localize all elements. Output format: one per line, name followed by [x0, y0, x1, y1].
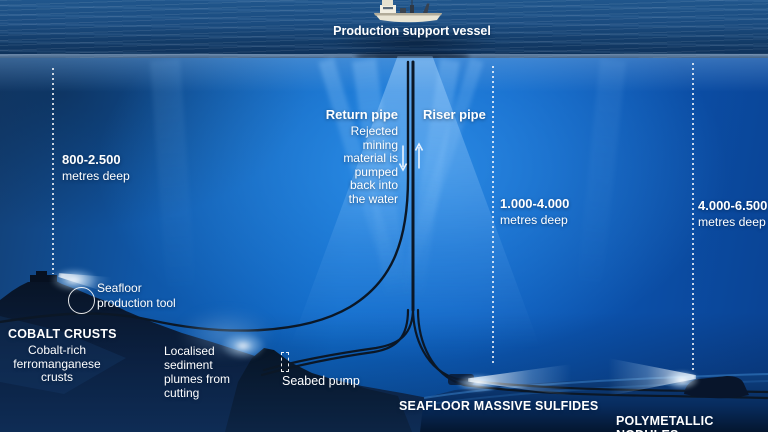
production-support-vessel-illustration: [374, 0, 442, 23]
depth-marker-sulfides: 1.000-4.000 metres deep: [500, 196, 570, 228]
seafloor-massive-sulfides-title: SEAFLOOR MASSIVE SULFIDES: [399, 399, 599, 413]
seafloor-production-tool-silhouette: [30, 271, 57, 282]
depth-range: 800-2.500: [62, 152, 121, 167]
depth-range: 1.000-4.000: [500, 196, 570, 211]
cobalt-crusts-title: COBALT CRUSTS: [8, 327, 117, 341]
depth-range: 4.000-6.500: [698, 198, 768, 213]
vessel-label: Production support vessel: [333, 24, 491, 38]
depth-unit: metres deep: [500, 213, 568, 227]
seabed-pump-marker: [281, 352, 289, 372]
polymetallic-nodules-title: POLYMETALLIC NODULES: [616, 414, 714, 432]
depth-unit: metres deep: [62, 169, 130, 183]
cutting-site-light: [220, 332, 266, 360]
return-pipe: [0, 60, 410, 332]
up-arrow-icon: [414, 142, 424, 169]
nodule-collector-vehicle: [684, 376, 749, 399]
seafloor-pipe-left: [260, 308, 410, 377]
rock-lit-face: [0, 316, 126, 394]
seafloor-pipe-left: [262, 306, 415, 372]
seafloor-tool-label: Seafloor production tool: [97, 281, 176, 310]
down-arrow-icon: [398, 145, 408, 172]
sulfide-site-light: [456, 374, 500, 392]
depth-marker-line-sulfides: [492, 66, 494, 366]
depth-unit: metres deep: [698, 215, 766, 229]
nodule-vehicle-light: [664, 370, 700, 390]
seabed-pump-label: Seabed pump: [282, 374, 360, 388]
cobalt-crusts-subtitle: Cobalt-rich ferromanganese crusts: [13, 343, 101, 384]
depth-marker-nodules: 4.000-6.500 metres deep: [698, 198, 768, 230]
depth-marker-line-cobalt: [52, 68, 54, 274]
seafloor-tool-circle-marker: [68, 287, 95, 314]
riser-pipe-label: Riser pipe: [423, 107, 486, 122]
return-pipe-label: Return pipe: [325, 107, 398, 122]
seafloor-pipe-right: [416, 308, 768, 400]
depth-marker-line-nodules: [692, 63, 694, 373]
return-pipe-note: Rejected mining material is pumped back …: [343, 124, 398, 206]
depth-marker-cobalt: 800-2.500 metres deep: [62, 152, 130, 184]
vessel-water-shadow: [330, 28, 500, 56]
sediment-plumes-label: Localised sediment plumes from cutting: [164, 344, 231, 400]
pipes: [0, 60, 768, 400]
subsurface-light: [0, 58, 768, 92]
